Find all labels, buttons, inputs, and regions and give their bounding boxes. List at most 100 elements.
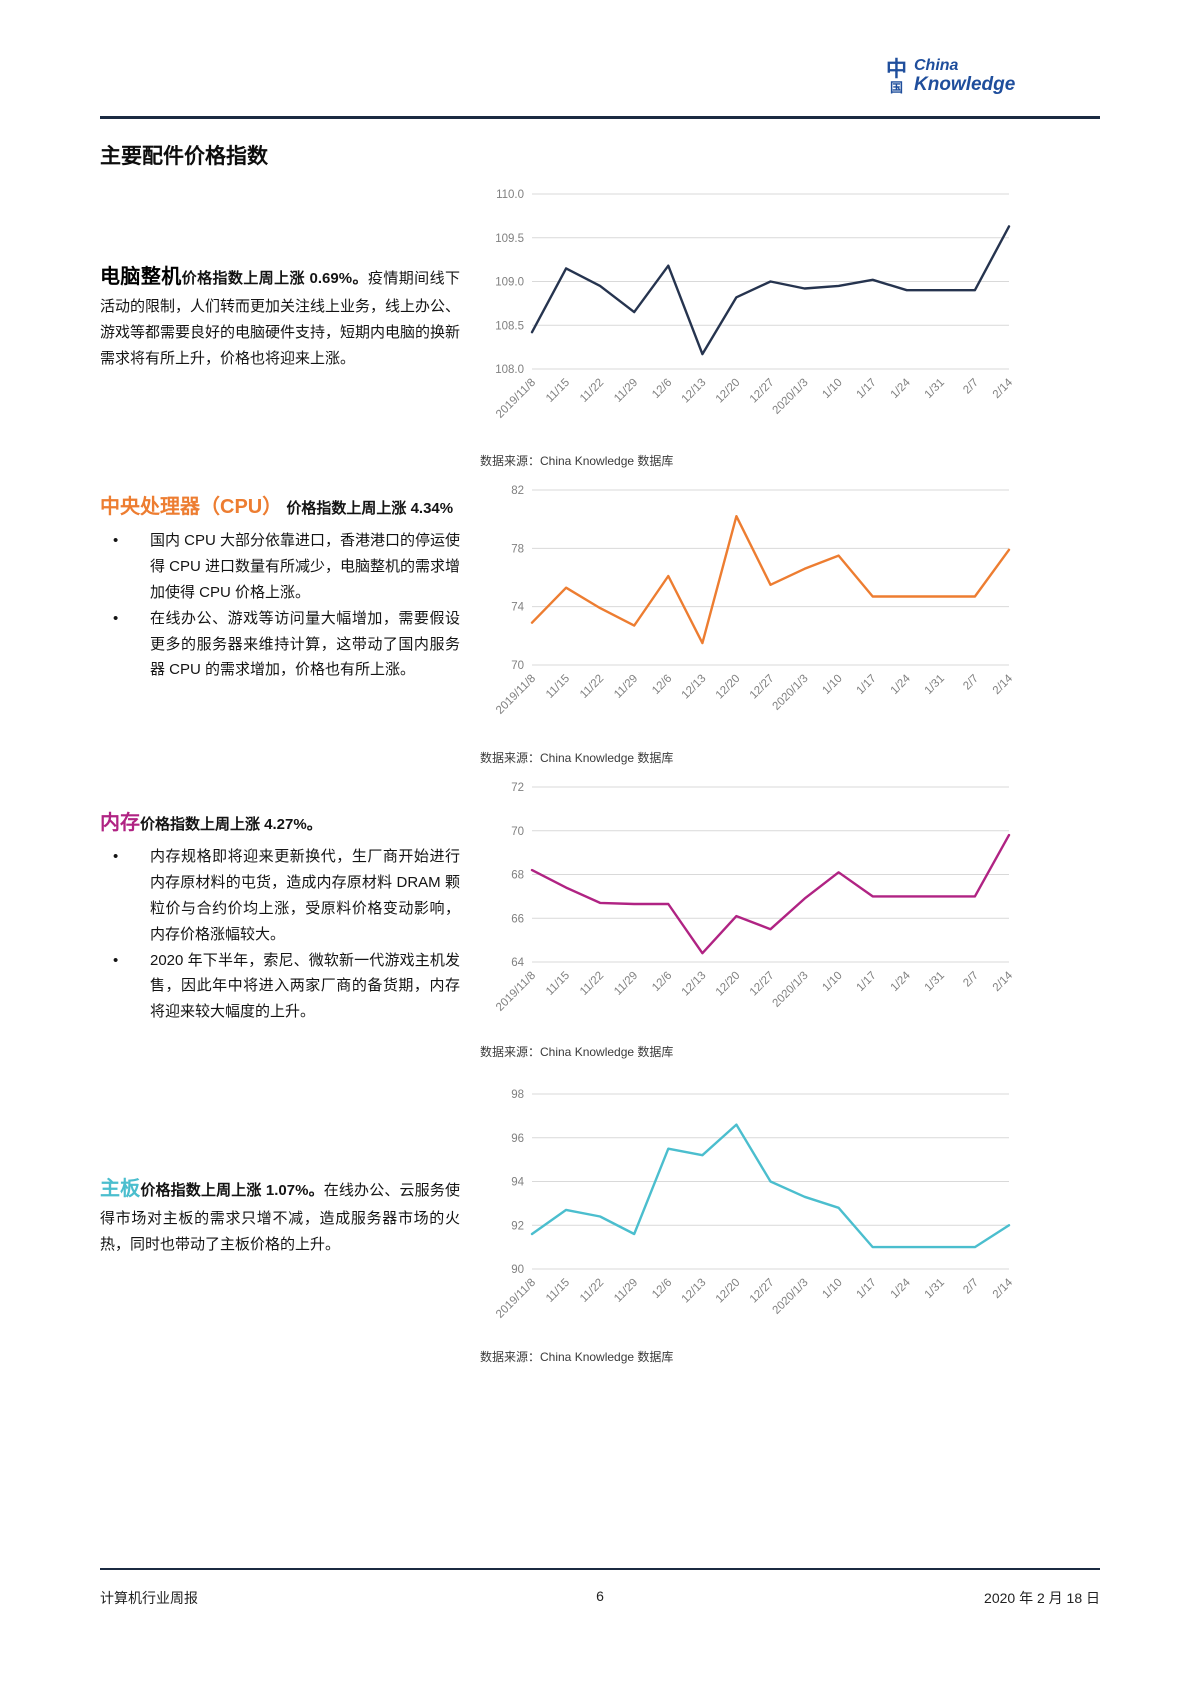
svg-text:12/20: 12/20 [714,970,743,999]
svg-text:1/17: 1/17 [855,970,879,994]
svg-text:11/15: 11/15 [544,377,572,405]
svg-text:96: 96 [511,1133,524,1145]
svg-text:92: 92 [511,1220,524,1232]
svg-text:1/10: 1/10 [820,970,844,994]
svg-text:2/14: 2/14 [991,969,1016,994]
logo-cn-mark: 中 国 [886,59,907,94]
svg-text:11/29: 11/29 [612,673,640,701]
svg-text:11/22: 11/22 [578,970,606,998]
bullet-item: 国内 CPU 大部分依靠进口，香港港口的停运使得 CPU 进口数量有所减少，电脑… [100,528,460,605]
svg-text:74: 74 [511,602,524,614]
svg-text:1/17: 1/17 [855,377,879,401]
logo-word-china: China [914,57,959,74]
svg-text:1/24: 1/24 [889,376,914,401]
svg-text:110.0: 110.0 [496,189,524,201]
svg-text:2/14: 2/14 [991,672,1016,697]
svg-text:11/22: 11/22 [578,673,606,701]
section-pc-lead: 价格指数上周上涨 0.69%。 [181,270,368,287]
svg-text:11/29: 11/29 [612,970,640,998]
svg-text:2/7: 2/7 [961,1277,981,1297]
svg-text:11/29: 11/29 [612,1277,640,1305]
data-source-caption: 数据来源：China Knowledge 数据库 [480,751,674,765]
svg-text:68: 68 [511,870,524,882]
svg-text:2020/1/3: 2020/1/3 [771,1277,811,1317]
svg-text:1/10: 1/10 [820,377,844,401]
section-pc-paragraph: 电脑整机价格指数上周上涨 0.69%。疫情期间线下活动的限制，人们转而更加关注线… [100,260,460,372]
section-cpu-lead: 价格指数上周上涨 4.34% [282,500,454,517]
svg-text:1/24: 1/24 [889,672,914,697]
svg-text:2020/1/3: 2020/1/3 [771,377,811,417]
logo-cn-top: 中 [886,57,907,81]
svg-text:1/10: 1/10 [820,673,844,697]
svg-text:70: 70 [511,826,524,838]
section-motherboard: 主板价格指数上周上涨 1.07%。在线办公、云服务使得市场对主板的需求只增不减，… [100,1172,460,1258]
svg-text:12/13: 12/13 [680,970,709,999]
section-motherboard-lead: 价格指数上周上涨 1.07%。 [140,1182,324,1199]
header-divider [100,116,1100,119]
section-memory: 内存价格指数上周上涨 4.27%。 内存规格即将迎来更新换代，生厂商开始进行内存… [100,806,460,1025]
svg-text:1/17: 1/17 [855,673,879,697]
svg-text:12/13: 12/13 [680,1277,709,1306]
svg-text:12/20: 12/20 [714,377,743,406]
bullet-item: 2020 年下半年，索尼、微软新一代游戏主机发售，因此年中将进入两家厂商的备货期… [100,948,460,1025]
svg-text:11/29: 11/29 [612,377,640,405]
section-motherboard-body: 在线办公、云服务使得市场对主板的需求只增不减，造成服务器市场的火热，同时也带动了… [100,1182,460,1254]
logo-wordmark: China Knowledge [914,57,1016,95]
svg-text:12/20: 12/20 [714,1277,743,1306]
section-memory-bullets: 内存规格即将迎来更新换代，生厂商开始进行内存原材料的屯货，造成内存原材料 DRA… [100,844,460,1025]
svg-text:2019/11/8: 2019/11/8 [494,970,538,1014]
svg-text:11/22: 11/22 [578,377,606,405]
svg-text:12/27: 12/27 [748,377,777,406]
svg-text:2/14: 2/14 [991,1276,1016,1301]
svg-text:72: 72 [511,782,524,794]
cpu-index-chart: 70 74 78 82 2019/11/8 11/15 11/22 11/29 12/6 12/1… [494,485,1016,717]
section-cpu-paragraph: 中央处理器（CPU） 价格指数上周上涨 4.34% [100,490,460,524]
bullet-item: 在线办公、游戏等访问量大幅增加，需要假设更多的服务器来维持计算，这带动了国内服务… [100,606,460,683]
svg-text:2/7: 2/7 [961,377,981,397]
svg-text:1/31: 1/31 [923,673,947,697]
svg-text:1/24: 1/24 [889,969,914,994]
svg-text:11/15: 11/15 [544,1277,572,1305]
svg-text:12/27: 12/27 [748,970,777,999]
section-motherboard-paragraph: 主板价格指数上周上涨 1.07%。在线办公、云服务使得市场对主板的需求只增不减，… [100,1172,460,1258]
section-memory-lead: 价格指数上周上涨 4.27%。 [140,816,322,833]
logo-cn-bottom: 国 [889,79,903,95]
svg-text:1/31: 1/31 [923,1277,947,1301]
page-title: 主要配件价格指数 [100,145,268,168]
section-cpu-bullets: 国内 CPU 大部分依靠进口，香港港口的停运使得 CPU 进口数量有所减少，电脑… [100,528,460,683]
svg-text:12/20: 12/20 [714,673,743,702]
section-memory-paragraph: 内存价格指数上周上涨 4.27%。 [100,806,460,840]
bullet-item: 内存规格即将迎来更新换代，生厂商开始进行内存原材料的屯货，造成内存原材料 DRA… [100,844,460,947]
section-motherboard-heading: 主板 [100,1178,141,1200]
svg-text:2/7: 2/7 [961,970,981,990]
svg-text:2/7: 2/7 [961,673,981,693]
svg-text:1/10: 1/10 [820,1277,844,1301]
svg-text:12/6: 12/6 [650,1277,674,1301]
logo-word-knowledge: Knowledge [914,73,1016,95]
svg-text:90: 90 [511,1264,524,1276]
svg-text:12/13: 12/13 [680,673,709,702]
svg-text:98: 98 [511,1089,524,1101]
section-cpu-heading: 中央处理器（CPU） [100,496,283,518]
section-pc-body: 疫情期间线下活动的限制，人们转而更加关注线上业务，线上办公、游戏等都需要良好的电… [100,270,461,367]
footer-report-name: 计算机行业周报 [100,1590,198,1606]
svg-text:12/27: 12/27 [748,1277,777,1306]
svg-text:12/13: 12/13 [680,377,709,406]
svg-text:2019/11/8: 2019/11/8 [494,1277,538,1321]
data-source-caption: 数据来源：China Knowledge 数据库 [480,1045,674,1059]
svg-text:1/17: 1/17 [855,1277,879,1301]
data-source-caption: 数据来源：China Knowledge 数据库 [480,454,674,468]
section-pc: 电脑整机价格指数上周上涨 0.69%。疫情期间线下活动的限制，人们转而更加关注线… [100,260,460,372]
svg-text:12/27: 12/27 [748,673,777,702]
svg-text:108.0: 108.0 [495,364,524,376]
svg-text:2019/11/8: 2019/11/8 [494,377,538,421]
svg-text:109.5: 109.5 [495,233,524,245]
svg-text:64: 64 [511,957,524,969]
svg-text:12/6: 12/6 [650,673,674,697]
svg-text:1/31: 1/31 [923,377,947,401]
china-knowledge-logo: 中 国 China Knowledge [886,57,1016,95]
